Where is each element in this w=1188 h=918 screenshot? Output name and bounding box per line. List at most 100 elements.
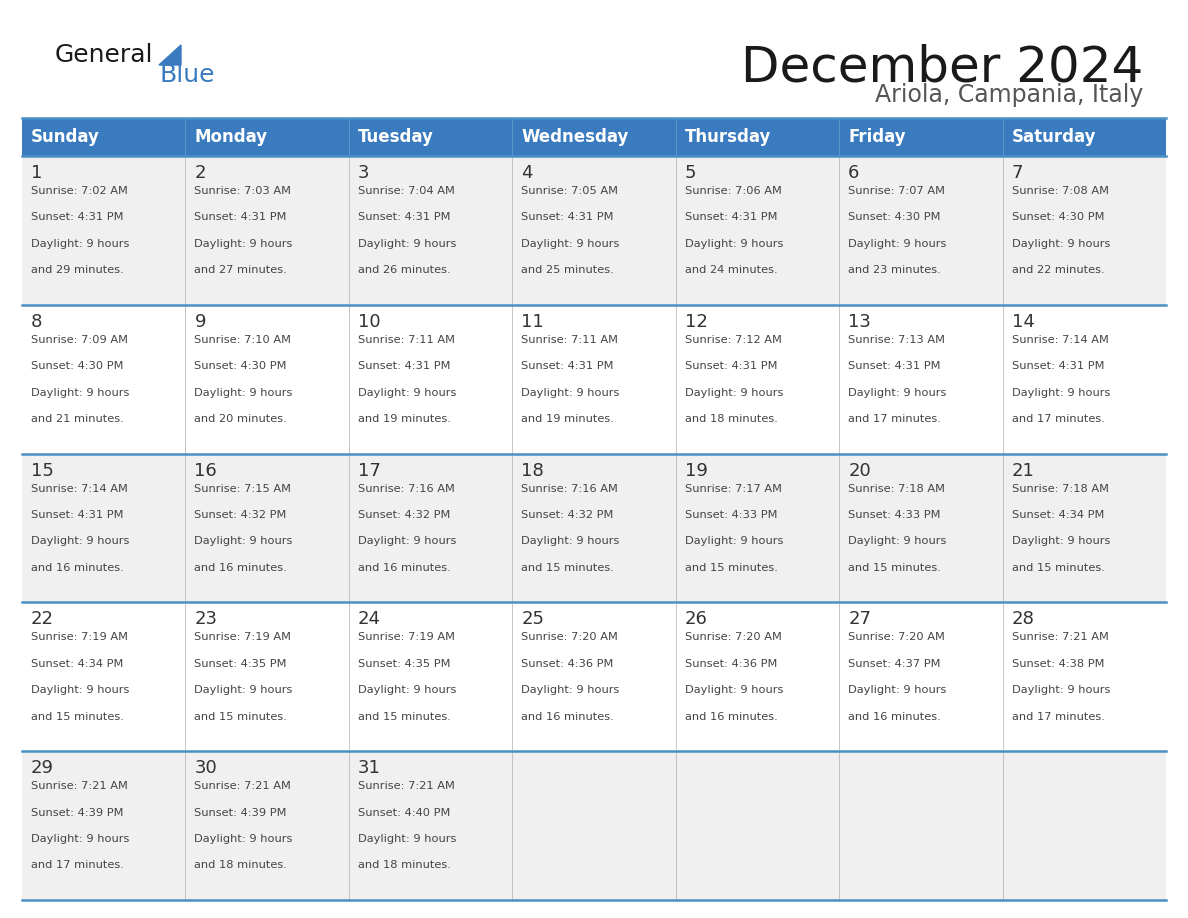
Text: Sunset: 4:30 PM: Sunset: 4:30 PM	[195, 361, 287, 371]
Text: and 16 minutes.: and 16 minutes.	[31, 563, 124, 573]
Text: Sunset: 4:31 PM: Sunset: 4:31 PM	[31, 510, 124, 520]
Text: 15: 15	[31, 462, 53, 479]
Text: 7: 7	[1011, 164, 1023, 182]
Text: and 17 minutes.: and 17 minutes.	[31, 860, 124, 870]
Text: 26: 26	[684, 610, 708, 629]
Text: and 19 minutes.: and 19 minutes.	[358, 414, 450, 424]
Text: Sunset: 4:31 PM: Sunset: 4:31 PM	[358, 361, 450, 371]
Text: Ariola, Campania, Italy: Ariola, Campania, Italy	[874, 83, 1143, 107]
Text: Sunrise: 7:03 AM: Sunrise: 7:03 AM	[195, 186, 291, 196]
Text: and 27 minutes.: and 27 minutes.	[195, 265, 287, 275]
Text: 21: 21	[1011, 462, 1035, 479]
Text: 12: 12	[684, 313, 708, 330]
Text: Sunrise: 7:19 AM: Sunrise: 7:19 AM	[31, 633, 128, 643]
Text: Sunset: 4:31 PM: Sunset: 4:31 PM	[522, 212, 614, 222]
Text: 8: 8	[31, 313, 43, 330]
Text: 17: 17	[358, 462, 380, 479]
Text: and 17 minutes.: and 17 minutes.	[1011, 711, 1105, 722]
Text: Sunrise: 7:11 AM: Sunrise: 7:11 AM	[358, 335, 455, 345]
Bar	[23, 118, 1165, 156]
Text: 25: 25	[522, 610, 544, 629]
Text: Daylight: 9 hours: Daylight: 9 hours	[848, 685, 947, 695]
Text: 10: 10	[358, 313, 380, 330]
Text: 13: 13	[848, 313, 871, 330]
Text: Sunset: 4:34 PM: Sunset: 4:34 PM	[1011, 510, 1104, 520]
Text: and 18 minutes.: and 18 minutes.	[195, 860, 287, 870]
Text: Sunset: 4:31 PM: Sunset: 4:31 PM	[31, 212, 124, 222]
Text: Sunset: 4:35 PM: Sunset: 4:35 PM	[195, 659, 287, 669]
Text: Sunset: 4:39 PM: Sunset: 4:39 PM	[31, 808, 124, 818]
Text: 29: 29	[31, 759, 53, 778]
Text: Sunset: 4:32 PM: Sunset: 4:32 PM	[522, 510, 614, 520]
Text: Sunrise: 7:20 AM: Sunrise: 7:20 AM	[684, 633, 782, 643]
Text: Daylight: 9 hours: Daylight: 9 hours	[358, 685, 456, 695]
Text: Sunset: 4:32 PM: Sunset: 4:32 PM	[358, 510, 450, 520]
Text: Sunset: 4:31 PM: Sunset: 4:31 PM	[522, 361, 614, 371]
Text: Sunset: 4:39 PM: Sunset: 4:39 PM	[195, 808, 287, 818]
Text: 6: 6	[848, 164, 859, 182]
Text: 2: 2	[195, 164, 206, 182]
Text: Sunrise: 7:18 AM: Sunrise: 7:18 AM	[848, 484, 946, 494]
Text: Sunrise: 7:18 AM: Sunrise: 7:18 AM	[1011, 484, 1108, 494]
Text: Sunrise: 7:06 AM: Sunrise: 7:06 AM	[684, 186, 782, 196]
Text: Sunrise: 7:08 AM: Sunrise: 7:08 AM	[1011, 186, 1108, 196]
Text: Sunrise: 7:17 AM: Sunrise: 7:17 AM	[684, 484, 782, 494]
Text: Daylight: 9 hours: Daylight: 9 hours	[358, 387, 456, 397]
Text: 28: 28	[1011, 610, 1035, 629]
Text: General: General	[55, 43, 153, 67]
Text: Daylight: 9 hours: Daylight: 9 hours	[195, 387, 292, 397]
Text: 24: 24	[358, 610, 381, 629]
Text: and 15 minutes.: and 15 minutes.	[195, 711, 287, 722]
Text: 9: 9	[195, 313, 206, 330]
Text: Sunset: 4:31 PM: Sunset: 4:31 PM	[1011, 361, 1104, 371]
Text: and 24 minutes.: and 24 minutes.	[684, 265, 777, 275]
Text: 22: 22	[31, 610, 53, 629]
Text: Sunrise: 7:05 AM: Sunrise: 7:05 AM	[522, 186, 618, 196]
Text: Daylight: 9 hours: Daylight: 9 hours	[195, 239, 292, 249]
Text: December 2024: December 2024	[741, 43, 1143, 91]
Text: Sunset: 4:40 PM: Sunset: 4:40 PM	[358, 808, 450, 818]
Text: Daylight: 9 hours: Daylight: 9 hours	[848, 387, 947, 397]
Text: Daylight: 9 hours: Daylight: 9 hours	[522, 239, 620, 249]
Text: Sunset: 4:37 PM: Sunset: 4:37 PM	[848, 659, 941, 669]
Text: 14: 14	[1011, 313, 1035, 330]
Text: Sunday: Sunday	[31, 128, 100, 146]
Text: 19: 19	[684, 462, 708, 479]
Text: Daylight: 9 hours: Daylight: 9 hours	[358, 834, 456, 844]
Text: Sunset: 4:30 PM: Sunset: 4:30 PM	[848, 212, 941, 222]
Text: Daylight: 9 hours: Daylight: 9 hours	[522, 685, 620, 695]
Text: and 29 minutes.: and 29 minutes.	[31, 265, 124, 275]
Text: 20: 20	[848, 462, 871, 479]
Text: Daylight: 9 hours: Daylight: 9 hours	[684, 536, 783, 546]
Text: and 20 minutes.: and 20 minutes.	[195, 414, 287, 424]
Text: Daylight: 9 hours: Daylight: 9 hours	[195, 536, 292, 546]
Text: Saturday: Saturday	[1011, 128, 1097, 146]
Text: Sunrise: 7:21 AM: Sunrise: 7:21 AM	[358, 781, 455, 791]
Text: Sunrise: 7:20 AM: Sunrise: 7:20 AM	[522, 633, 618, 643]
Text: Sunrise: 7:02 AM: Sunrise: 7:02 AM	[31, 186, 128, 196]
Text: Daylight: 9 hours: Daylight: 9 hours	[358, 239, 456, 249]
Text: and 23 minutes.: and 23 minutes.	[848, 265, 941, 275]
Text: 27: 27	[848, 610, 871, 629]
Text: and 21 minutes.: and 21 minutes.	[31, 414, 124, 424]
Text: Sunset: 4:31 PM: Sunset: 4:31 PM	[848, 361, 941, 371]
Text: Sunset: 4:34 PM: Sunset: 4:34 PM	[31, 659, 124, 669]
Text: Daylight: 9 hours: Daylight: 9 hours	[684, 685, 783, 695]
Text: and 16 minutes.: and 16 minutes.	[848, 711, 941, 722]
Text: Sunset: 4:31 PM: Sunset: 4:31 PM	[195, 212, 287, 222]
Text: Daylight: 9 hours: Daylight: 9 hours	[31, 834, 129, 844]
Text: Sunrise: 7:10 AM: Sunrise: 7:10 AM	[195, 335, 291, 345]
Text: Thursday: Thursday	[684, 128, 771, 146]
Text: Sunrise: 7:19 AM: Sunrise: 7:19 AM	[358, 633, 455, 643]
Text: Sunset: 4:38 PM: Sunset: 4:38 PM	[1011, 659, 1104, 669]
Text: 30: 30	[195, 759, 217, 778]
Text: Daylight: 9 hours: Daylight: 9 hours	[195, 834, 292, 844]
Text: Sunset: 4:33 PM: Sunset: 4:33 PM	[684, 510, 777, 520]
Text: Daylight: 9 hours: Daylight: 9 hours	[31, 685, 129, 695]
Text: Daylight: 9 hours: Daylight: 9 hours	[1011, 239, 1110, 249]
Text: Sunrise: 7:21 AM: Sunrise: 7:21 AM	[31, 781, 128, 791]
Bar	[23, 751, 1165, 900]
Polygon shape	[159, 45, 181, 65]
Text: 11: 11	[522, 313, 544, 330]
Text: Wednesday: Wednesday	[522, 128, 628, 146]
